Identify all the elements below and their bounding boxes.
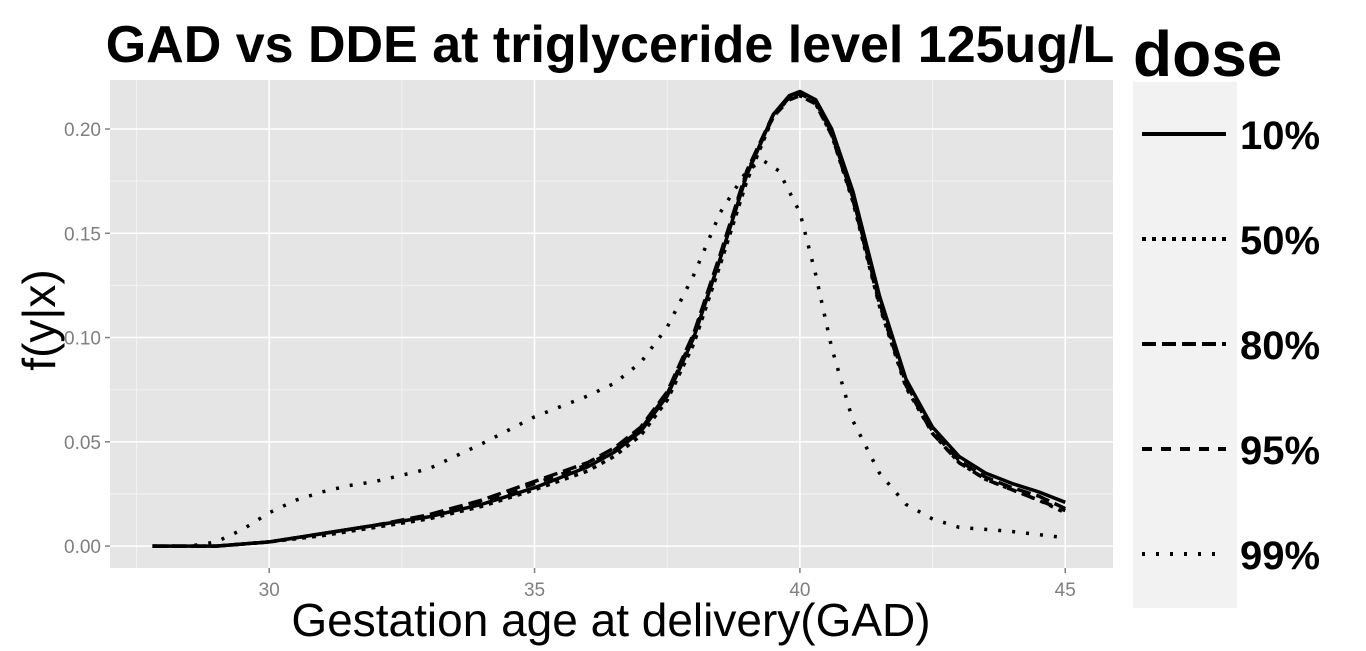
y-tick-label: 0.20 bbox=[64, 120, 101, 141]
legend-label-10pct: 10% bbox=[1240, 114, 1320, 158]
series-lines bbox=[152, 89, 1066, 548]
y-tick-label: 0.10 bbox=[64, 329, 101, 350]
legend-label-80pct: 80% bbox=[1240, 324, 1320, 368]
legend-label-50pct: 50% bbox=[1240, 219, 1320, 263]
legend-label-95pct: 95% bbox=[1240, 429, 1320, 473]
y-axis-ticks: 0.00 0.05 0.10 0.15 0.20 bbox=[64, 120, 110, 558]
x-tick-label: 30 bbox=[259, 580, 280, 601]
y-tick-label: 0.05 bbox=[64, 433, 101, 454]
x-axis-title: Gestation age at delivery(GAD) bbox=[291, 594, 930, 646]
legend-label-99pct: 99% bbox=[1240, 534, 1320, 578]
x-tick-label: 45 bbox=[1055, 580, 1076, 601]
x-tick-label: 40 bbox=[789, 580, 810, 601]
x-tick-label: 35 bbox=[524, 580, 545, 601]
chart-title: GAD vs DDE at triglyceride level 125ug/L bbox=[106, 16, 1115, 74]
y-axis-title: f(y|x) bbox=[13, 269, 65, 370]
plot-panel bbox=[110, 80, 1113, 568]
series-line-99pct bbox=[152, 158, 1066, 548]
x-axis-ticks: 30 35 40 45 bbox=[259, 568, 1076, 601]
y-tick-label: 0.00 bbox=[64, 537, 101, 558]
legend-title: dose bbox=[1133, 18, 1282, 90]
y-tick-label: 0.15 bbox=[64, 224, 101, 245]
legend: 10% 50% 80% 95% 99% bbox=[1142, 114, 1320, 578]
series-line-80pct bbox=[152, 91, 1066, 548]
minor-gridlines bbox=[110, 80, 1113, 568]
